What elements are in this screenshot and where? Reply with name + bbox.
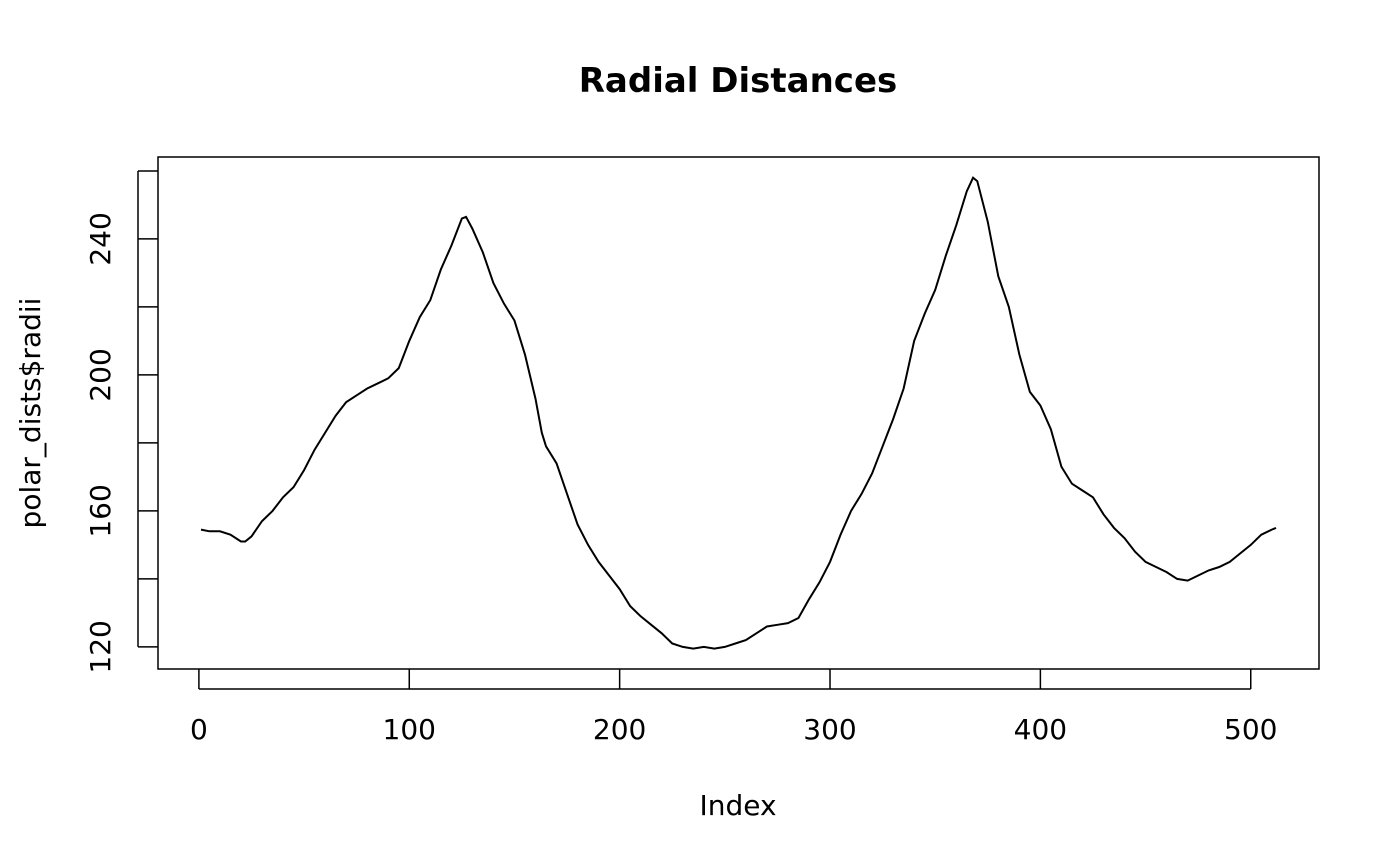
- x-tick-label: 300: [803, 713, 856, 746]
- x-axis-label: Index: [699, 789, 776, 822]
- y-tick-label: 200: [84, 348, 117, 401]
- y-tick-label: 240: [84, 212, 117, 265]
- y-axis-label: polar_dists$radii: [14, 298, 47, 529]
- plot-box: [157, 156, 1320, 670]
- x-tick-label: 500: [1224, 713, 1277, 746]
- x-tick-label: 0: [190, 713, 208, 746]
- x-tick-label: 400: [1014, 713, 1067, 746]
- y-tick-label: 160: [84, 484, 117, 537]
- y-tick-label: 120: [84, 620, 117, 673]
- x-tick-label: 100: [383, 713, 436, 746]
- data-line: [200, 176, 1277, 650]
- x-tick-label: 200: [593, 713, 646, 746]
- chart-title: Radial Distances: [579, 61, 898, 101]
